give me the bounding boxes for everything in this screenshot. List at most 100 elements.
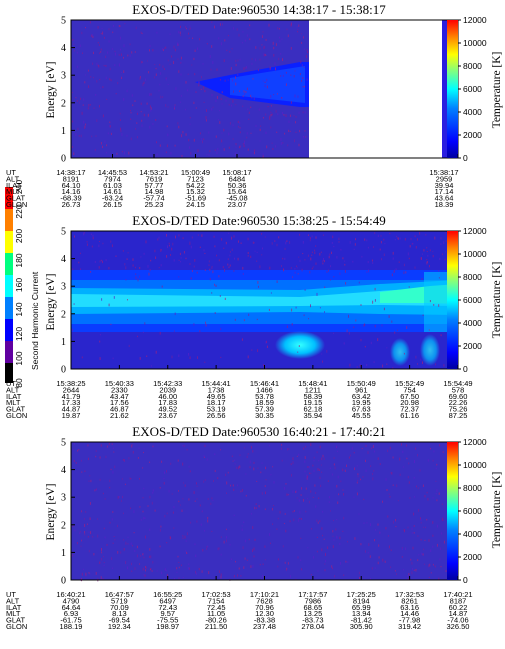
orbit-cell: 49.65 [207,392,226,401]
panel-2-colorbar-tick-label: 12000 [463,226,487,236]
panel-1-ytick-label: 5 [61,16,66,27]
orbit-cell: 61.16 [400,411,419,420]
orbit-cell: 23.07 [228,200,247,209]
orbit-row-label: ILAT [6,603,22,612]
panel-2-ylabel: Energy [eV] [45,274,57,331]
orbit-cell: 1211 [305,385,321,394]
harmonic-colorbar [5,187,13,383]
panel-2-ytick-label: 4 [61,254,66,265]
panel-2-colorbar-tick-label: 4000 [463,318,482,328]
panel-3-colorbar-tick-label: 8000 [463,483,482,493]
panel-3-ytick-label: 1 [61,548,66,559]
panel-1-ytick-label: 2 [61,98,66,109]
panel-1: EXOS-D/TED Date:960530 14:38:17 - 15:38:… [6,2,503,209]
orbit-cell: 14:45:53 [98,168,127,177]
orbit-cell: 18.39 [435,200,454,209]
panel-3-colorbar-tick-label: 0 [463,575,468,585]
panel-2-ytick-label: 2 [61,309,66,320]
panel-3-colorbar-tick-label: 10000 [463,460,487,470]
orbit-cell: 26.56 [207,411,226,420]
panel-2-colorbar-tick-label: 8000 [463,272,482,282]
panel-2-colorbar [447,231,458,369]
orbit-cell: 46.87 [110,405,129,414]
panel-3: EXOS-D/TED Date:960530 16:40:21 - 17:40:… [6,424,503,631]
orbit-cell: 30.35 [255,411,274,420]
panel-3-plot-background [71,442,458,580]
orbit-cell: 75.26 [449,405,468,414]
panel-1-ytick-label: 1 [61,126,66,137]
panel-3-colorbar-tick-label: 12000 [463,437,487,447]
harmonic-colorbar-tick-label: 160 [14,278,24,292]
orbit-cell: 188.19 [60,622,83,631]
panel-2-colorbar-label: Temperature [K] [491,262,503,339]
orbit-cell: 1738 [208,385,225,394]
orbit-cell: -75.55 [157,616,178,625]
harmonic-colorbar-tick-label: 180 [14,253,24,267]
orbit-cell: 15:40:33 [105,379,134,388]
orbit-cell: 15:46:41 [250,379,279,388]
panel-3-ytick-label: 4 [61,465,66,476]
orbit-cell: 62.18 [303,405,322,414]
orbit-cell: -83.38 [254,616,275,625]
panel-3-colorbar [447,442,458,580]
orbit-cell: -80.26 [205,616,226,625]
orbit-cell: -57.74 [143,194,164,203]
orbit-cell: 7986 [305,596,322,605]
panel-2-colorbar-tick-label: 6000 [463,295,482,305]
orbit-cell: 15.64 [228,187,247,196]
harmonic-colorbar-label: Second Harmonic Current [30,271,40,370]
orbit-cell: 8187 [450,596,467,605]
orbit-cell: 16:40:21 [56,590,85,599]
orbit-cell: 50.36 [228,181,247,190]
orbit-cell: 8191 [63,174,80,183]
panel-1-colorbar-tick-label: 12000 [463,15,487,25]
orbit-cell: 23.67 [158,411,177,420]
orbit-cell: 57.39 [255,405,274,414]
orbit-cell: 16:55:25 [153,590,182,599]
panel-2-ytick-label: 0 [61,365,66,376]
orbit-cell: -45.08 [226,194,247,203]
orbit-cell: 7628 [256,596,273,605]
orbit-cell: 14.16 [62,187,81,196]
orbit-cell: 14:53:21 [139,168,168,177]
orbit-cell: 17:40:21 [443,590,472,599]
panel-1-colorbar-tick-label: 8000 [463,61,482,71]
orbit-cell: 7974 [104,174,121,183]
orbit-cell: 15.32 [186,187,205,196]
orbit-cell: 44.87 [62,405,81,414]
orbit-cell: 87.25 [449,411,468,420]
orbit-cell: 72.45 [207,603,226,612]
orbit-cell: 24.15 [186,200,205,209]
orbit-cell: 18.17 [207,398,226,407]
orbit-cell: 53.19 [207,405,226,414]
panel-1-title: EXOS-D/TED Date:960530 14:38:17 - 15:38:… [132,2,386,17]
harmonic-colorbar-tick-label: 140 [14,302,24,316]
orbit-cell: 7619 [146,174,163,183]
orbit-cell: 19.87 [62,411,81,420]
orbit-cell: 65.99 [352,603,371,612]
harmonic-colorbar-tick-label: 240 [14,180,24,194]
orbit-cell: 17:10:21 [250,590,279,599]
orbit-row-label: GLON [6,200,27,209]
orbit-cell: 72.37 [400,405,419,414]
orbit-cell: 19.15 [303,398,322,407]
orbit-row-label: ALT [6,385,20,394]
orbit-cell: 2959 [436,174,453,183]
orbit-cell: 15:08:17 [222,168,251,177]
panel-1-colorbar-tick-label: 6000 [463,84,482,94]
orbit-cell: 60.22 [449,603,468,612]
orbit-cell: 211.50 [205,622,227,631]
orbit-cell: 9.57 [160,609,175,618]
orbit-cell: 7154 [208,596,225,605]
panel-2-colorbar-tick-label: 10000 [463,249,487,259]
orbit-cell: 17:02:53 [202,590,231,599]
orbit-row-label: MLT [6,187,21,196]
panel-1-colorbar-label: Temperature [K] [491,52,503,129]
orbit-cell: 15:44:41 [202,379,231,388]
orbit-cell: 46.00 [158,392,177,401]
harmonic-colorbar-tick-label: 100 [14,351,24,365]
orbit-cell: 43.47 [110,392,129,401]
orbit-cell: 63.42 [352,392,371,401]
orbit-cell: 15:50:49 [347,379,376,388]
